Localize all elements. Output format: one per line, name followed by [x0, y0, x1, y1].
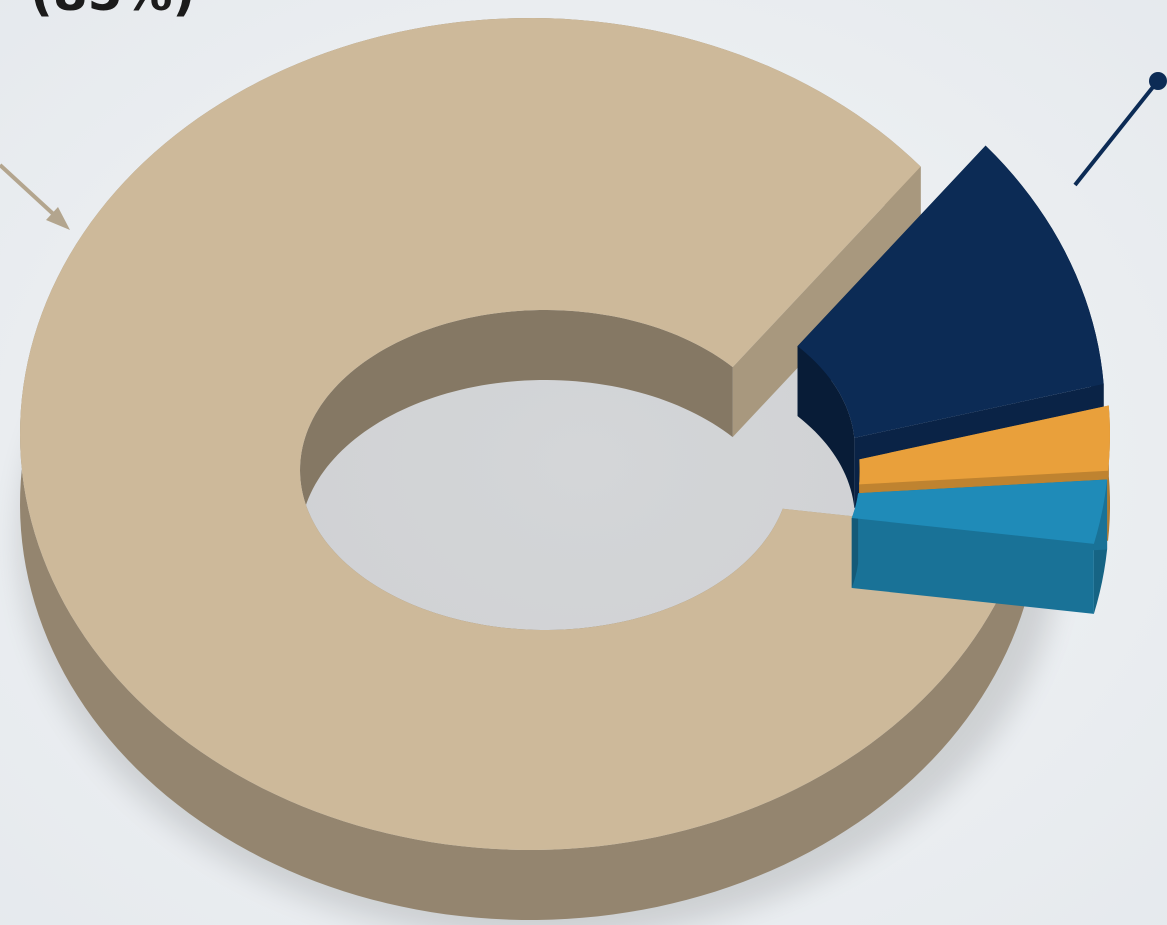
slice-end: [732, 166, 921, 438]
slice: [20, 18, 1025, 850]
slice-end: [851, 517, 1094, 614]
slice-inner-wall: [797, 346, 855, 508]
annotation-arrow: [0, 163, 70, 230]
slice: [859, 405, 1110, 485]
slice: [851, 479, 1108, 544]
slice: [797, 145, 1104, 438]
leader-line: [1073, 72, 1167, 187]
slice-label: (85%): [30, 0, 195, 22]
donut: [20, 18, 1110, 920]
